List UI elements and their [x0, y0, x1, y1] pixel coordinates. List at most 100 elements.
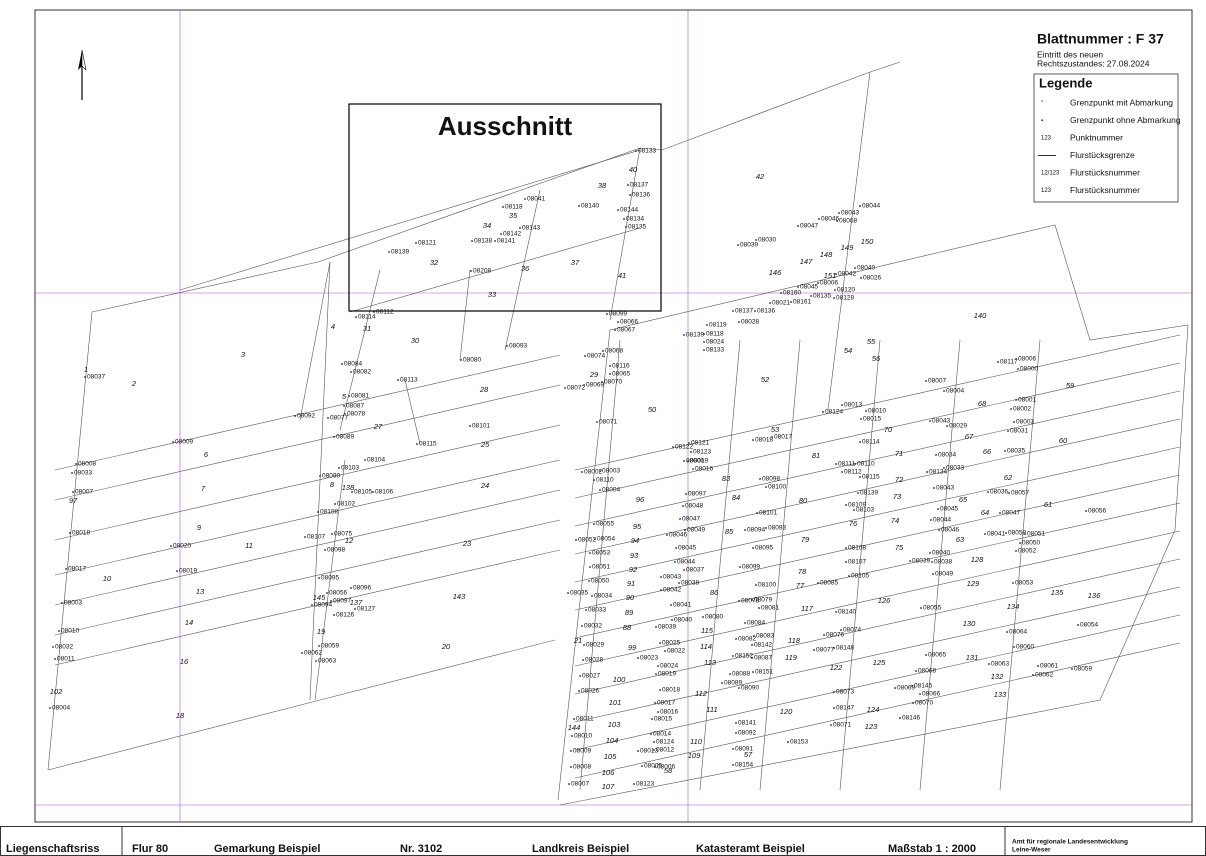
boundary-point: [787, 741, 789, 743]
boundary-point: [623, 218, 625, 220]
point-number: 08088: [732, 671, 750, 678]
point-number: 08112: [376, 309, 394, 316]
point-number: 08111: [838, 461, 855, 468]
footer-office: Katasteramt Beispiel: [696, 843, 805, 855]
point-number: 08133: [638, 148, 656, 155]
point-number: 08093: [768, 525, 786, 532]
boundary-point: [575, 539, 577, 541]
boundary-point: [765, 527, 767, 529]
point-number: 08033: [946, 465, 964, 472]
point-number: 08144: [620, 207, 638, 214]
point-number: 08107: [848, 559, 866, 566]
point-number: 08073: [836, 689, 854, 696]
boundary-point: [848, 575, 850, 577]
point-number: 08084: [747, 620, 765, 627]
boundary-point: [415, 242, 417, 244]
parcel-number: 19: [317, 627, 326, 636]
boundary-line: [574, 446, 1181, 583]
boundary-line: [54, 519, 561, 636]
point-number: 08080: [705, 614, 723, 621]
footer-authority-region: Leine-Weser: [1012, 847, 1051, 854]
boundary-point: [609, 373, 611, 375]
boundary-line: [999, 339, 1041, 791]
point-number: 08120: [837, 287, 855, 294]
point-number: 08074: [843, 627, 861, 634]
point-number: 08037: [87, 374, 105, 381]
boundary-point: [294, 415, 296, 417]
parcel-number: 66: [983, 447, 992, 456]
point-number: 08101: [472, 423, 490, 430]
point-number: 08020: [173, 543, 191, 550]
boundary-point: [1077, 624, 1079, 626]
boundary-point: [859, 441, 861, 443]
boundary-point: [591, 595, 593, 597]
point-number: 08114: [862, 439, 880, 446]
point-number: 08148: [836, 645, 854, 652]
point-number: 08059: [1074, 666, 1092, 673]
parcel-number: 18: [176, 711, 185, 720]
boundary-point: [822, 411, 824, 413]
point-number: 08107: [307, 534, 325, 541]
point-number: 08077: [816, 647, 834, 654]
boundary-point: [679, 518, 681, 520]
boundary-point: [685, 493, 687, 495]
point-number: 08092: [297, 413, 315, 420]
boundary-point: [326, 592, 328, 594]
boundary-line: [54, 424, 561, 541]
point-number: 08110: [857, 461, 875, 468]
boundary-point: [659, 642, 661, 644]
parcel-number: 32: [430, 258, 439, 267]
point-number: 08123: [693, 449, 711, 456]
parcel-number: 31: [363, 324, 371, 333]
point-number: 08094: [747, 527, 765, 534]
point-number: 08002: [1013, 406, 1031, 413]
parcel-number: 110: [690, 737, 703, 746]
boundary-point: [594, 538, 596, 540]
point-number: 08161: [793, 299, 811, 306]
point-number: 08010: [868, 408, 886, 415]
boundary-point: [315, 660, 317, 662]
boundary-point: [683, 569, 685, 571]
point-number: 08071: [599, 419, 617, 426]
detail-box-title: Ausschnitt: [438, 111, 573, 141]
parcel-number: 56: [872, 354, 881, 363]
boundary-point: [372, 491, 374, 493]
boundary-point: [984, 533, 986, 535]
boundary-point: [899, 717, 901, 719]
coordinate-grid: [35, 10, 1192, 822]
boundary-point: [933, 487, 935, 489]
boundary-point: [841, 471, 843, 473]
legend-label: Flurstücksnummer: [1070, 167, 1140, 177]
boundary-point: [682, 505, 684, 507]
parcel-number: 117: [801, 604, 814, 613]
point-number: 08045: [678, 545, 696, 552]
boundary-point: [654, 766, 656, 768]
parcel-number: 134: [1007, 602, 1020, 611]
boundary-point: [657, 665, 659, 667]
boundary-point: [351, 491, 353, 493]
point-number: 08039: [740, 242, 758, 249]
boundary-point: [744, 529, 746, 531]
boundary-line: [759, 339, 801, 791]
point-number: 08062: [304, 650, 322, 657]
point-number: 08099: [742, 564, 760, 571]
point-number: 08042: [663, 587, 681, 594]
boundary-point: [860, 277, 862, 279]
point-number: 08083: [756, 633, 774, 640]
point-number: 08124: [825, 409, 843, 416]
boundary-point: [859, 476, 861, 478]
point-number: 08032: [55, 644, 73, 651]
point-number: 08068: [605, 348, 623, 355]
boundary-point: [818, 218, 820, 220]
boundary-point: [601, 381, 603, 383]
boundary-point: [311, 604, 313, 606]
effective-date: Rechtszustandes: 27.08.2024: [1037, 58, 1150, 68]
boundary-point: [1012, 582, 1014, 584]
parcel-number: 124: [867, 705, 880, 714]
boundary-line: [574, 502, 1181, 639]
parcel-number: 131: [966, 653, 979, 662]
boundary-point: [666, 534, 668, 536]
point-number: 08135: [813, 293, 831, 300]
boundary-point: [706, 324, 708, 326]
